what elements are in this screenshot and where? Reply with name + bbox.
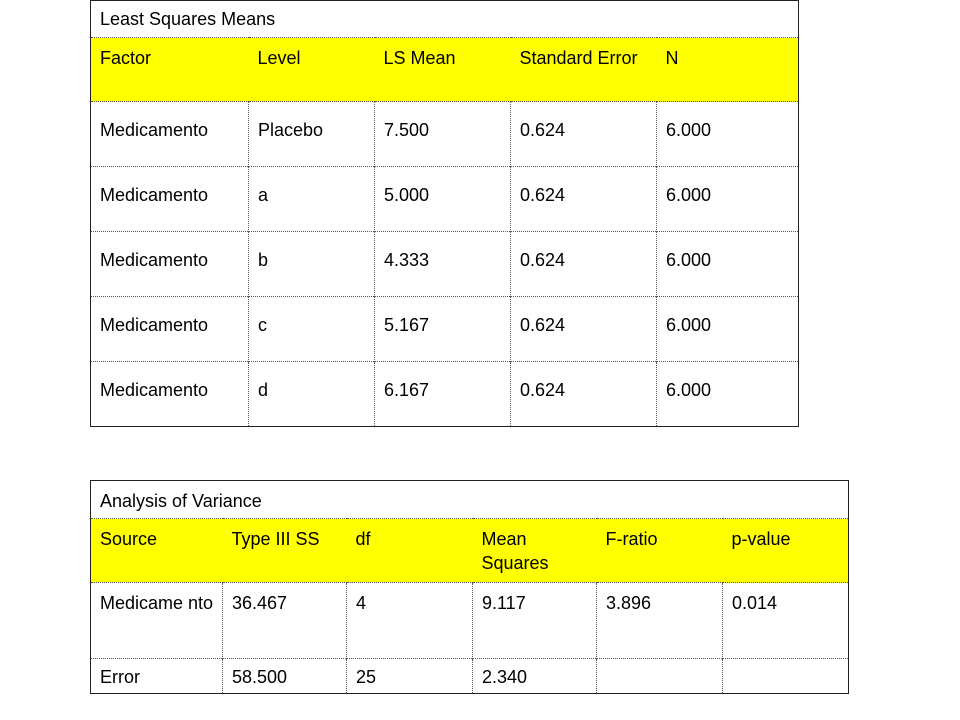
cell-n: 6.000 bbox=[655, 166, 800, 232]
aov-header-row: Source Type III SS df Mean Squares F-rat… bbox=[90, 518, 849, 583]
cell-level: b bbox=[248, 231, 375, 297]
lsm-header-level: Level bbox=[248, 37, 375, 102]
cell-n: 6.000 bbox=[655, 101, 800, 167]
aov-title: Analysis of Variance bbox=[90, 480, 849, 519]
cell-ls-mean: 5.000 bbox=[374, 166, 511, 232]
cell-level: Placebo bbox=[248, 101, 375, 167]
cell-f-ratio: 3.896 bbox=[596, 582, 723, 659]
cell-df: 25 bbox=[346, 658, 473, 694]
table-row: Error 58.500 25 2.340 bbox=[90, 658, 849, 694]
cell-mean-squares: 9.117 bbox=[472, 582, 597, 659]
lsm-header-n: N bbox=[656, 37, 800, 102]
table-row: Medicamento Placebo 7.500 0.624 6.000 bbox=[90, 101, 800, 167]
cell-factor: Medicamento bbox=[90, 101, 249, 167]
lsm-title-row: Least Squares Means bbox=[89, 0, 800, 38]
aov-header-p-value: p-value bbox=[722, 518, 849, 583]
cell-standard-error: 0.624 bbox=[510, 101, 657, 167]
cell-p-value: 0.014 bbox=[722, 582, 849, 659]
cell-level: d bbox=[248, 361, 375, 427]
lsm-title: Least Squares Means bbox=[89, 0, 800, 38]
table-row: Medicame nto 36.467 4 9.117 3.896 0.014 bbox=[90, 582, 849, 659]
cell-ls-mean: 7.500 bbox=[374, 101, 511, 167]
aov-header-df: df bbox=[346, 518, 473, 583]
aov-header-type-iii-ss: Type III SS bbox=[222, 518, 347, 583]
cell-source: Medicame nto bbox=[90, 582, 223, 659]
lsm-header-factor: Factor bbox=[90, 37, 249, 102]
analysis-of-variance-table: Analysis of Variance Source Type III SS … bbox=[90, 480, 849, 694]
cell-factor: Medicamento bbox=[90, 296, 249, 362]
table-row: Medicamento b 4.333 0.624 6.000 bbox=[90, 231, 800, 297]
least-squares-means-table: Least Squares Means Factor Level LS Mean… bbox=[89, 0, 800, 427]
cell-mean-squares: 2.340 bbox=[472, 658, 597, 694]
cell-n: 6.000 bbox=[655, 231, 800, 297]
cell-ls-mean: 5.167 bbox=[374, 296, 511, 362]
aov-header-f-ratio: F-ratio bbox=[596, 518, 723, 583]
lsm-header-standard-error: Standard Error bbox=[510, 37, 657, 102]
cell-standard-error: 0.624 bbox=[510, 296, 657, 362]
table-row: Medicamento a 5.000 0.624 6.000 bbox=[90, 166, 800, 232]
aov-title-row: Analysis of Variance bbox=[90, 480, 849, 519]
cell-p-value bbox=[722, 658, 849, 694]
cell-f-ratio bbox=[596, 658, 723, 694]
aov-header-mean-squares: Mean Squares bbox=[472, 518, 597, 583]
cell-ls-mean: 4.333 bbox=[374, 231, 511, 297]
cell-factor: Medicamento bbox=[90, 361, 249, 427]
cell-level: c bbox=[248, 296, 375, 362]
aov-header-source: Source bbox=[90, 518, 223, 583]
table-row: Medicamento c 5.167 0.624 6.000 bbox=[90, 296, 800, 362]
cell-n: 6.000 bbox=[655, 296, 800, 362]
cell-factor: Medicamento bbox=[90, 166, 249, 232]
cell-standard-error: 0.624 bbox=[510, 231, 657, 297]
cell-ls-mean: 6.167 bbox=[374, 361, 511, 427]
cell-standard-error: 0.624 bbox=[510, 166, 657, 232]
cell-type-iii-ss: 58.500 bbox=[222, 658, 347, 694]
table-row: Medicamento d 6.167 0.624 6.000 bbox=[90, 361, 800, 427]
cell-source: Error bbox=[90, 658, 223, 694]
cell-standard-error: 0.624 bbox=[510, 361, 657, 427]
cell-n: 6.000 bbox=[655, 361, 800, 427]
cell-type-iii-ss: 36.467 bbox=[222, 582, 347, 659]
cell-df: 4 bbox=[346, 582, 473, 659]
cell-level: a bbox=[248, 166, 375, 232]
lsm-header-ls-mean: LS Mean bbox=[374, 37, 511, 102]
cell-factor: Medicamento bbox=[90, 231, 249, 297]
lsm-header-row: Factor Level LS Mean Standard Error N bbox=[90, 37, 800, 102]
